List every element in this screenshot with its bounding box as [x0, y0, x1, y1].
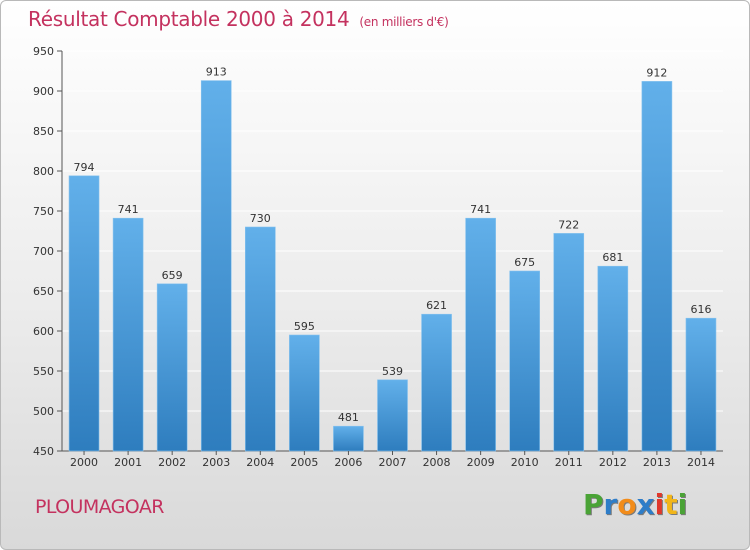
data-label: 539 [382, 365, 403, 378]
logo-letter: i [677, 488, 688, 521]
y-tick-label: 650 [33, 285, 54, 298]
x-tick-label: 2002 [158, 456, 186, 469]
y-tick-label: 750 [33, 205, 54, 218]
bar [509, 270, 541, 452]
x-tick-label: 2014 [687, 456, 715, 469]
x-tick-label: 2008 [423, 456, 451, 469]
bar [289, 334, 320, 452]
data-label: 913 [206, 66, 227, 79]
x-tick-label: 2012 [599, 456, 627, 469]
title-text: Résultat Comptable 2000 à 2014 [28, 7, 350, 31]
x-tick-label: 2013 [643, 456, 671, 469]
data-label: 675 [514, 256, 535, 269]
logo-letter: o [617, 488, 637, 521]
data-label: 681 [602, 251, 623, 264]
data-label: 616 [690, 303, 711, 316]
y-tick-label: 850 [33, 125, 54, 138]
data-label: 912 [646, 66, 667, 79]
data-label: 595 [294, 320, 315, 333]
logo-letter: i [654, 488, 665, 521]
logo-letter: r [603, 488, 618, 521]
x-tick-label: 2001 [114, 456, 142, 469]
data-label: 741 [118, 203, 139, 216]
bar [333, 425, 364, 452]
y-tick-label: 800 [33, 165, 54, 178]
data-label: 794 [74, 161, 95, 174]
bar [421, 313, 452, 452]
x-tick-label: 2003 [202, 456, 230, 469]
bar [685, 317, 717, 452]
x-tick-label: 2010 [511, 456, 539, 469]
subtitle-text: (en milliers d'€) [359, 15, 449, 29]
data-label: 722 [558, 218, 579, 231]
y-tick-label: 950 [33, 45, 54, 58]
data-label: 659 [162, 269, 183, 282]
y-tick-label: 900 [33, 85, 54, 98]
x-tick-label: 2004 [246, 456, 274, 469]
bar [112, 217, 144, 452]
x-tick-label: 2005 [290, 456, 318, 469]
data-label: 741 [470, 203, 491, 216]
data-label: 481 [338, 411, 359, 424]
x-tick-label: 2011 [555, 456, 583, 469]
bar [641, 81, 673, 452]
bar [200, 80, 232, 452]
bar [245, 226, 276, 452]
x-tick-label: 2000 [70, 456, 98, 469]
y-tick-label: 450 [33, 445, 54, 458]
bar [156, 283, 188, 452]
y-tick-label: 500 [33, 405, 54, 418]
bar [465, 217, 496, 452]
logo-letter: P [583, 488, 604, 521]
data-label: 730 [250, 212, 271, 225]
bar [68, 175, 100, 452]
commune-name: PLOUMAGOAR [35, 496, 164, 518]
data-label: 621 [426, 299, 447, 312]
x-tick-label: 2007 [379, 456, 407, 469]
bar [553, 233, 585, 452]
logo-letter: t [664, 488, 678, 521]
logo-letter: x [636, 488, 655, 521]
x-tick-label: 2006 [334, 456, 362, 469]
x-tick-label: 2009 [467, 456, 495, 469]
y-tick-label: 600 [33, 325, 54, 338]
proxiti-logo: Proxiti [583, 488, 687, 521]
y-tick-label: 550 [33, 365, 54, 378]
y-tick-label: 700 [33, 245, 54, 258]
bar [377, 379, 408, 452]
chart-title: Résultat Comptable 2000 à 2014 (en millie… [28, 7, 449, 31]
bar [597, 265, 629, 452]
